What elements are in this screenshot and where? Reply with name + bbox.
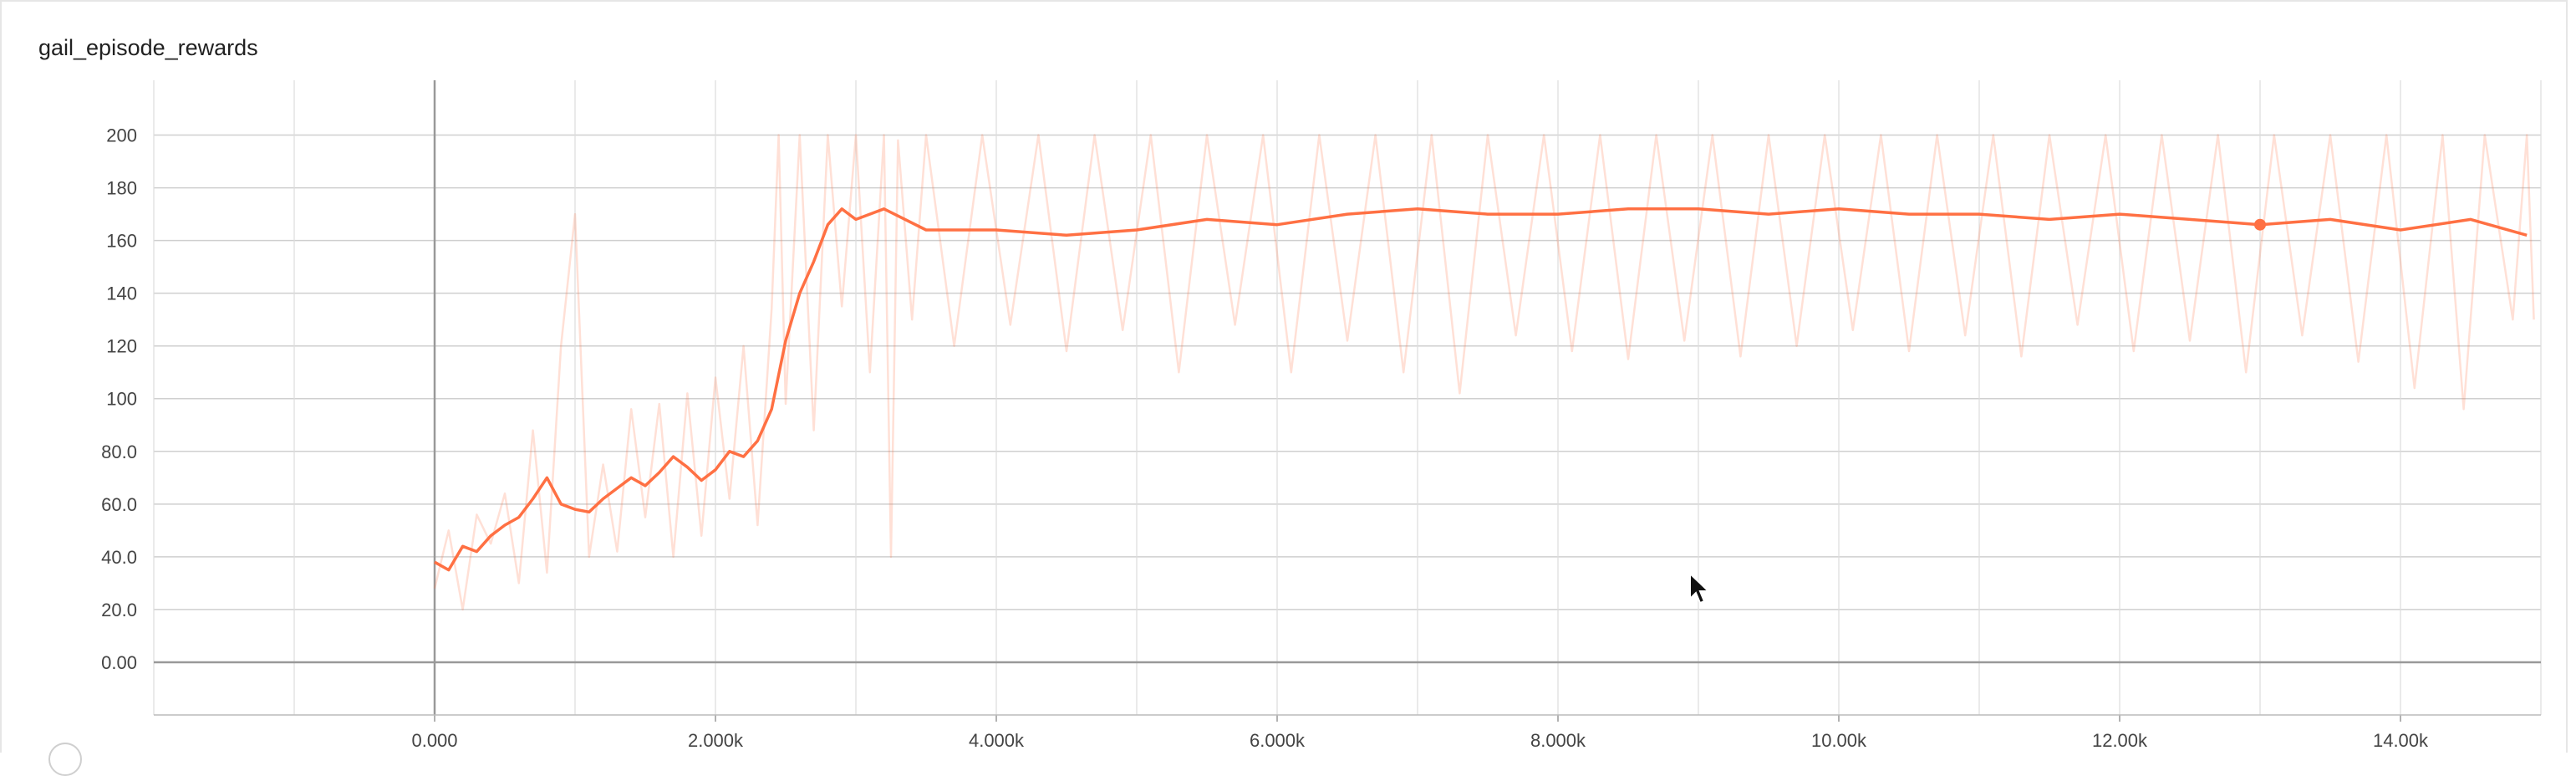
y-tick-label: 20.0 (101, 600, 137, 620)
x-tick-label: 2.000k (688, 730, 744, 751)
y-tick-label: 100 (106, 389, 137, 410)
chart-title: gail_episode_rewards (38, 35, 258, 60)
tick-labels: 0.00 20.0 40.0 60.0 80.0 100 120 140 160 180 200 0.… (101, 125, 2429, 751)
y-tick-label: 200 (106, 125, 137, 146)
raw-series-layer (433, 134, 2535, 611)
x-tick-label: 6.000k (1250, 730, 1306, 751)
settings-toggle-icon[interactable] (48, 743, 82, 776)
y-tick-label: 80.0 (101, 442, 137, 462)
smoothed-series-line (434, 207, 2528, 572)
y-tick-label: 120 (106, 336, 137, 357)
y-tick-label: 0.00 (101, 652, 137, 673)
chart-axes (154, 80, 2541, 722)
x-tick-label: 14.00k (2373, 730, 2429, 751)
y-tick-label: 160 (106, 231, 137, 252)
x-tick-label: 12.00k (2092, 730, 2148, 751)
chart-card: gail_episode_rewards (0, 0, 2568, 753)
x-tick-label: 8.000k (1530, 730, 1586, 751)
x-tick-label: 0.000 (411, 730, 457, 751)
y-tick-label: 60.0 (101, 494, 137, 515)
mouse-cursor-icon (1688, 571, 1711, 610)
hover-point[interactable] (2254, 218, 2266, 231)
x-tick-label: 4.000k (969, 730, 1025, 751)
smoothed-series-layer (434, 207, 2528, 572)
y-tick-label: 140 (106, 283, 137, 304)
y-tick-label: 40.0 (101, 547, 137, 568)
chart-plot[interactable]: 0.00 20.0 40.0 60.0 80.0 100 120 140 160 180 200 0.… (0, 0, 2576, 753)
y-tick-label: 180 (106, 178, 137, 199)
chart-grid (153, 80, 2542, 715)
raw-series-line (433, 134, 2535, 611)
x-tick-label: 10.00k (1811, 730, 1867, 751)
